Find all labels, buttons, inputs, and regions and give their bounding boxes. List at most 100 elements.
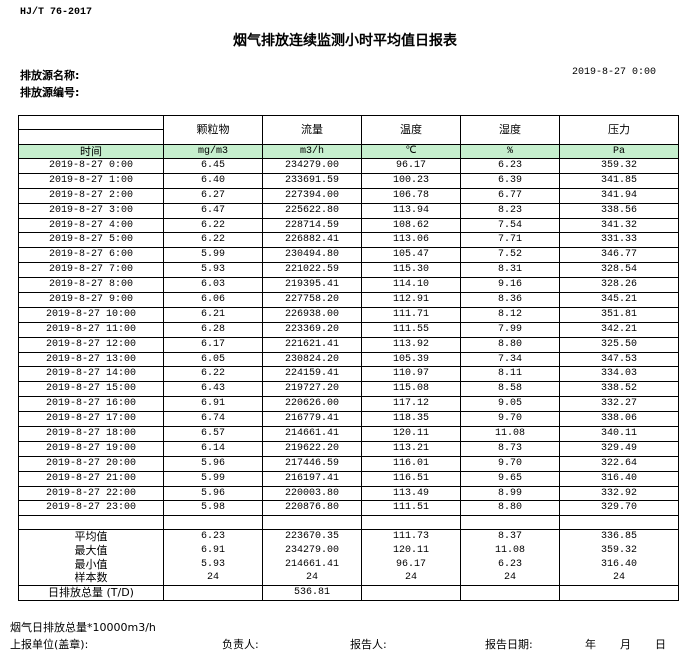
flow-cell: 214661.41 [262, 557, 362, 572]
flow-cell: 227758.20 [262, 292, 362, 308]
humidity-cell: 24 [460, 571, 560, 587]
time-cell: 2019-8-27 16:00 [18, 396, 164, 413]
report-title: 烟气排放连续监测小时平均值日报表 [233, 33, 457, 49]
day-label: 日 [655, 638, 666, 651]
particulate-cell: 6.22 [163, 217, 263, 234]
temperature-cell: 120.11 [361, 544, 461, 558]
particulate-cell: 5.96 [163, 455, 263, 472]
flow-cell: 24 [262, 571, 362, 587]
standard-code: HJ/T 76-2017 [20, 7, 93, 18]
table-row: 2019-8-27 3:00 6.47 225622.80 113.94 8.23 338… [18, 202, 679, 219]
table-row: 2019-8-27 23:00 5.98 220876.80 111.51 8.80 32… [18, 500, 679, 517]
temperature-cell: 105.47 [361, 247, 461, 264]
particulate-cell: 5.98 [163, 500, 263, 517]
particulate-cell: 6.40 [163, 172, 263, 189]
time-cell: 2019-8-27 3:00 [18, 202, 164, 219]
temperature-cell: 115.08 [361, 381, 461, 398]
humidity-cell: 8.31 [460, 262, 560, 279]
reporter-label: 报告人: [350, 638, 387, 651]
flow-cell: 219622.20 [262, 440, 362, 457]
flow-cell: 221022.59 [262, 262, 362, 279]
particulate-cell: 6.74 [163, 411, 263, 428]
empty-cell [262, 515, 362, 531]
particulate-cell: 6.57 [163, 426, 263, 442]
time-cell: 2019-8-27 1:00 [18, 172, 164, 189]
pressure-cell: 341.94 [559, 187, 679, 204]
time-cell: 2019-8-27 15:00 [18, 381, 164, 398]
table-row: 2019-8-27 13:00 6.05 230824.20 105.39 7.34 34… [18, 351, 679, 368]
flow-cell: 219395.41 [262, 277, 362, 294]
flow-cell: 221621.41 [262, 336, 362, 353]
corner-cell [18, 115, 164, 145]
stat-row: 平均值 6.23 223670.35 111.73 8.37 336.85 [18, 529, 679, 545]
particulate-cell: 6.21 [163, 306, 263, 323]
table-row: 2019-8-27 14:00 6.22 224159.41 110.97 8.11 33… [18, 366, 679, 383]
particulate-cell: 6.47 [163, 202, 263, 219]
table-row: 2019-8-27 21:00 5.99 216197.41 116.51 9.65 31… [18, 470, 679, 487]
temperature-cell: 108.62 [361, 217, 461, 234]
responsible-label: 负责人: [222, 638, 259, 651]
table-row: 2019-8-27 9:00 6.06 227758.20 112.91 8.36 345… [18, 292, 679, 308]
report-datetime: 2019-8-27 0:00 [572, 67, 657, 78]
column-header: 湿度 [460, 115, 560, 145]
humidity-cell: 6.77 [460, 187, 560, 204]
flow-cell: 230494.80 [262, 247, 362, 264]
particulate-cell: 6.14 [163, 440, 263, 457]
temperature-cell: 113.49 [361, 485, 461, 502]
total-value: 536.81 [262, 585, 362, 602]
stat-row: 最大值 6.91 234279.00 120.11 11.08 359.32 [18, 544, 679, 558]
table-row: 2019-8-27 20:00 5.96 217446.59 116.01 9.70 32… [18, 455, 679, 472]
flow-cell: 223369.20 [262, 321, 362, 338]
particulate-cell: 6.22 [163, 232, 263, 249]
pressure-cell: 325.50 [559, 336, 679, 353]
humidity-cell: 6.23 [460, 557, 560, 572]
pressure-cell: 338.06 [559, 411, 679, 428]
humidity-cell: 8.11 [460, 366, 560, 383]
pressure-cell: 331.33 [559, 232, 679, 249]
time-cell: 2019-8-27 2:00 [18, 187, 164, 204]
particulate-cell: 6.45 [163, 158, 263, 174]
pressure-cell: 332.27 [559, 396, 679, 413]
time-cell: 2019-8-27 13:00 [18, 351, 164, 368]
table-row: 2019-8-27 18:00 6.57 214661.41 120.11 11.08 3… [18, 426, 679, 442]
temperature-cell: 110.97 [361, 366, 461, 383]
time-cell: 2019-8-27 17:00 [18, 411, 164, 428]
pressure-cell: 322.64 [559, 455, 679, 472]
humidity-cell: 8.36 [460, 292, 560, 308]
temperature-cell: 96.17 [361, 158, 461, 174]
flow-cell: 217446.59 [262, 455, 362, 472]
table-row: 2019-8-27 11:00 6.28 223369.20 111.55 7.99 34… [18, 321, 679, 338]
pressure-cell: 336.85 [559, 529, 679, 545]
humidity-cell: 9.70 [460, 455, 560, 472]
flow-cell: 234279.00 [262, 544, 362, 558]
pressure-cell: 341.85 [559, 172, 679, 189]
empty-cell [18, 515, 164, 531]
time-cell: 2019-8-27 6:00 [18, 247, 164, 264]
table-row: 2019-8-27 16:00 6.91 220626.00 117.12 9.05 33… [18, 396, 679, 413]
flow-cell: 214661.41 [262, 426, 362, 442]
pressure-cell: 329.70 [559, 500, 679, 517]
particulate-cell: 6.43 [163, 381, 263, 398]
particulate-cell: 6.91 [163, 396, 263, 413]
temperature-cell: 116.01 [361, 455, 461, 472]
empty-cell [460, 585, 560, 602]
flow-cell: 220003.80 [262, 485, 362, 502]
temperature-cell: 24 [361, 571, 461, 587]
temperature-cell: 113.94 [361, 202, 461, 219]
reporting-unit-label: 上报单位(盖章): [10, 638, 89, 651]
humidity-cell: 6.23 [460, 158, 560, 174]
table-row: 2019-8-27 0:00 6.45 234279.00 96.17 6.23 359.… [18, 158, 679, 174]
time-header: 时间 [18, 144, 164, 159]
pressure-cell: 334.03 [559, 366, 679, 383]
table-row: 2019-8-27 17:00 6.74 216779.41 118.35 9.70 33… [18, 411, 679, 428]
particulate-cell: 6.27 [163, 187, 263, 204]
humidity-cell: 9.16 [460, 277, 560, 294]
pressure-cell: 351.81 [559, 306, 679, 323]
temperature-cell: 100.23 [361, 172, 461, 189]
temperature-cell: 112.91 [361, 292, 461, 308]
blank-row [18, 515, 679, 531]
temperature-cell: 116.51 [361, 470, 461, 487]
flow-cell: 223670.35 [262, 529, 362, 545]
unit-cell: mg/m3 [163, 144, 263, 159]
particulate-cell: 6.23 [163, 529, 263, 545]
